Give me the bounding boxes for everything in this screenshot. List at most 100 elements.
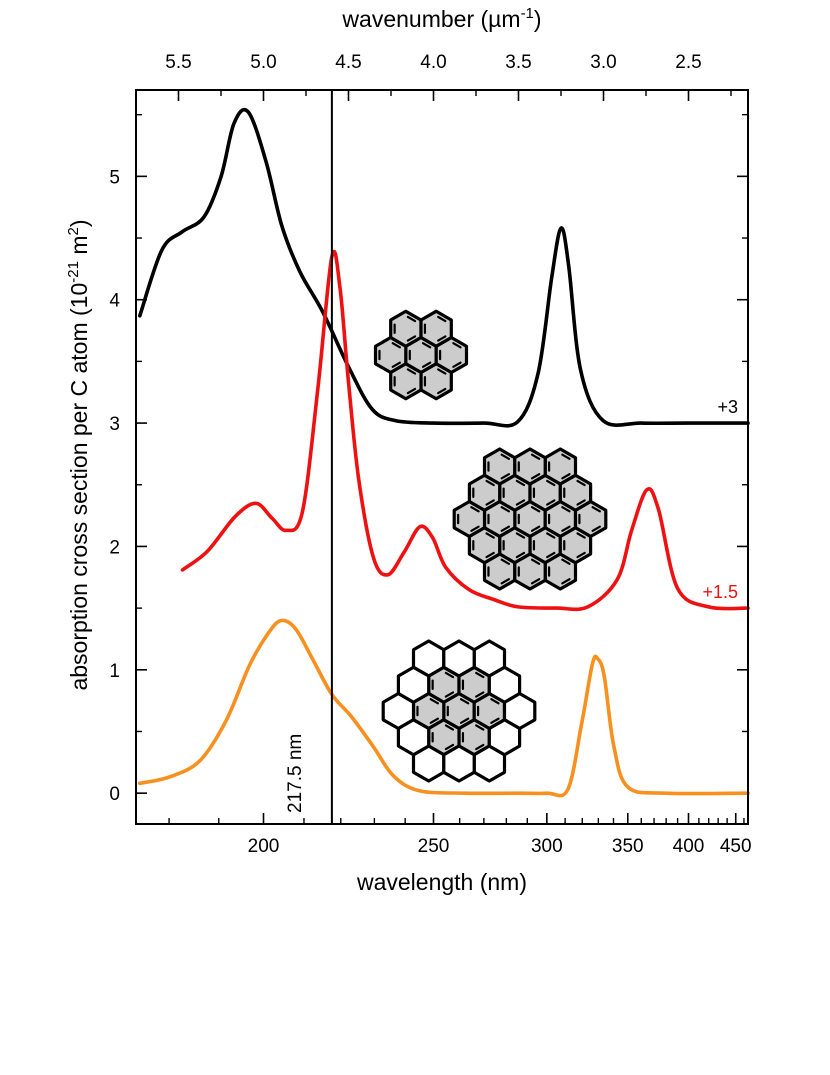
bottom-axis-ticks: 200 250 300 350 400 450: [168, 813, 752, 857]
double-bond: [444, 724, 455, 731]
double-bond: [490, 698, 500, 705]
double-bond: [475, 671, 485, 679]
top-axis-ticks: 5.5 5.0 4.5 4.0 3.5 3.0 2.5: [135, 52, 732, 101]
series-black-line: [138, 107, 750, 428]
double-bond: [490, 717, 500, 724]
double-bond: [475, 724, 485, 731]
x-axis-title: wavelength (nm): [356, 869, 527, 895]
molecule-partially-shaded-pah: [381, 639, 537, 783]
double-bond: [500, 473, 510, 480]
double-bond: [475, 743, 485, 751]
bottom-tick-label: 300: [531, 836, 563, 857]
double-bond: [485, 532, 495, 539]
y-tick-label: 0: [109, 784, 120, 805]
double-bond: [500, 525, 510, 532]
y-tick-label: 5: [109, 167, 120, 188]
double-bond: [406, 387, 417, 395]
y-tick-label: 4: [109, 291, 120, 312]
double-bond: [546, 499, 556, 506]
double-bond: [576, 532, 586, 539]
double-bond: [591, 525, 601, 532]
double-bond: [530, 525, 541, 532]
double-bond: [429, 717, 439, 724]
offset-label: +3: [717, 397, 738, 417]
top-tick-label: 5.0: [250, 52, 276, 73]
double-bond: [421, 342, 432, 349]
top-tick-label: 3.0: [590, 52, 616, 73]
double-bond: [546, 479, 556, 487]
double-bond: [576, 479, 586, 487]
double-bond: [500, 558, 510, 565]
double-bond: [452, 361, 462, 368]
double-bond: [444, 743, 455, 751]
molecule-drawings: [373, 309, 608, 783]
series-layer: +3 +1.5: [138, 107, 750, 798]
double-bond: [576, 499, 586, 506]
double-bond: [391, 361, 401, 368]
double-bond: [452, 342, 462, 349]
double-bond: [485, 499, 495, 506]
double-bond: [459, 717, 470, 724]
bottom-tick-label: 350: [612, 836, 644, 857]
double-bond: [530, 506, 541, 513]
bottom-tick-label: 250: [418, 836, 450, 857]
double-bond: [500, 453, 510, 460]
double-bond: [437, 368, 447, 375]
double-bond: [530, 558, 541, 565]
double-bond: [406, 368, 417, 375]
double-bond: [546, 532, 556, 539]
double-bond: [561, 558, 571, 565]
double-bond: [485, 479, 495, 487]
benzene-ring: [487, 718, 522, 757]
double-bond: [561, 453, 571, 460]
double-bond: [515, 532, 526, 539]
y-tick-label: 1: [109, 661, 120, 682]
series-orange-line: [138, 618, 750, 798]
top-tick-label: 4.0: [420, 52, 446, 73]
double-bond: [421, 361, 432, 368]
y-tick-label: 2: [109, 537, 120, 558]
benzene-ring: [396, 665, 431, 704]
benzene-ring: [442, 744, 476, 783]
double-bond: [437, 335, 447, 342]
top-tick-label: 4.5: [335, 52, 361, 73]
double-bond: [530, 578, 541, 585]
double-bond: [530, 453, 541, 460]
double-bond: [561, 506, 571, 513]
double-bond: [561, 525, 571, 532]
top-tick-label: 2.5: [675, 52, 701, 73]
top-axis-title: wavenumber (µm-1): [341, 5, 541, 32]
double-bond: [515, 479, 526, 487]
top-tick-label: 5.5: [165, 52, 191, 73]
double-bond: [459, 698, 470, 705]
double-bond: [475, 691, 485, 698]
double-bond: [470, 506, 480, 513]
double-bond: [391, 342, 401, 349]
double-bond: [429, 698, 439, 705]
benzene-ring: [396, 718, 431, 757]
double-bond: [561, 473, 571, 480]
double-bond: [500, 578, 510, 585]
double-bond: [437, 315, 447, 323]
double-bond: [444, 691, 455, 698]
double-bond: [530, 473, 541, 480]
y-tick-label: 3: [109, 414, 120, 435]
double-bond: [485, 551, 495, 559]
double-bond: [515, 499, 526, 506]
offset-label: +1.5: [702, 582, 738, 602]
bottom-tick-label: 450: [720, 836, 752, 857]
double-bond: [561, 578, 571, 585]
molecule-coronene: [373, 309, 469, 401]
series-red-line: [180, 249, 750, 612]
molecule-large-pah: [452, 447, 608, 591]
double-bond: [515, 551, 526, 559]
benzene-ring: [487, 665, 522, 704]
vline-label: 217.5 nm: [285, 734, 306, 813]
bottom-tick-label: 200: [248, 836, 280, 857]
y-axis-title: absorption cross section per C atom (10-…: [65, 219, 92, 690]
double-bond: [406, 315, 417, 323]
double-bond: [591, 506, 601, 513]
double-bond: [470, 525, 480, 532]
double-bond: [576, 551, 586, 559]
